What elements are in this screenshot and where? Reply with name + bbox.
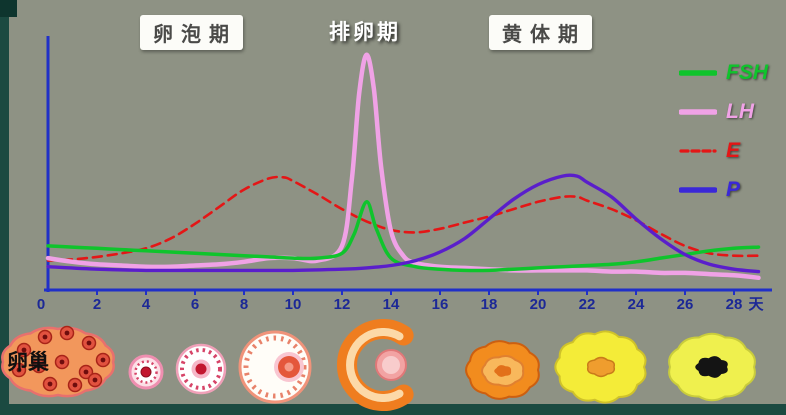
x-axis-tick-label: 8 (240, 296, 248, 312)
follicle-inner-lining (346, 328, 404, 402)
early-corpus-luteum-icon (465, 340, 540, 400)
ovary-cell-nucleus (47, 381, 53, 387)
legend-item-fsh: FSH (679, 60, 774, 86)
x-axis-tick-label: 14 (383, 296, 400, 312)
x-axis-tick-label: 26 (677, 296, 694, 312)
e-sample-line (679, 149, 717, 153)
primary-follicle-icon (175, 343, 227, 395)
p-curve (46, 173, 761, 274)
legend-label-p: P (726, 178, 741, 201)
lh-line-sample-icon (679, 106, 717, 118)
left-border-strip (0, 17, 9, 415)
ovary-cell-nucleus (83, 369, 89, 375)
ovulation-icon (336, 319, 414, 411)
oocyte (195, 363, 207, 375)
ovary-cell-nucleus (16, 367, 22, 373)
x-axis-tick-label: 20 (530, 296, 547, 312)
hormone-level-chart: 0 2 4 6 8 10 12 14 16 18 20 22 24 26 28 天 (37, 36, 772, 312)
ovary-cell-nucleus (36, 363, 42, 369)
legend-item-e: E (679, 138, 774, 164)
p-sample-line (679, 187, 717, 193)
x-axis-tick-label: 12 (334, 296, 351, 312)
released-egg-center (382, 356, 400, 374)
ovary-label: 卵巢 (7, 350, 49, 374)
x-axis-tick-label: 18 (481, 296, 498, 312)
e-curve (46, 175, 760, 262)
primordial-follicle-icon (128, 354, 164, 390)
x-axis-tick-label: 22 (579, 296, 596, 312)
ovary-cell-nucleus (100, 357, 106, 363)
legend-item-lh: LH (679, 99, 774, 125)
x-axis-tick-label: 2 (93, 296, 101, 312)
legend-label-fsh: FSH (726, 61, 768, 84)
lh-sample-line (679, 109, 717, 115)
corpus-scar-center (695, 356, 728, 378)
x-axis-unit-label: 天 (748, 296, 764, 312)
progesterone-line-sample-icon (679, 184, 717, 196)
ovary-cell-nucleus (72, 382, 78, 388)
fsh-curve (46, 200, 761, 273)
ovary-cell-nucleus (64, 330, 70, 336)
x-axis-tick-label: 24 (628, 296, 645, 312)
ovary-cells (11, 325, 111, 393)
legend-item-p: P (679, 177, 774, 203)
ovarian-cycle-illustrations: 卵巢 (1, 319, 756, 411)
legend-label-e: E (726, 139, 741, 162)
fsh-sample-line (679, 70, 717, 76)
x-axis-tick-label: 16 (432, 296, 449, 312)
x-axis-origin-label: 0 (37, 296, 45, 312)
legend-label-lh: LH (726, 100, 754, 123)
ovary-cell-nucleus (92, 377, 98, 383)
corpus-albicans-icon (668, 332, 756, 402)
legend: FSH LH E P (679, 60, 774, 203)
ovary-cell-nucleus (21, 347, 27, 353)
x-axis-tick-label: 28 (726, 296, 743, 312)
corner-decoration (0, 0, 17, 17)
ovary-cell-nucleus (86, 340, 92, 346)
phase-label-follicular: 卵泡期 (140, 15, 243, 50)
phase-label-ovulation: 排卵期 (329, 21, 401, 44)
oocyte (140, 366, 152, 378)
granulosa-ring (180, 348, 222, 390)
phase-label-luteal: 黄体期 (489, 15, 592, 50)
oocyte-nucleus (284, 362, 294, 372)
fsh-line-sample-icon (679, 67, 717, 79)
corpus-center (494, 365, 512, 377)
corpus-luteum-icon (554, 330, 647, 404)
x-axis-tick-label: 10 (285, 296, 302, 312)
ovary-cell-nucleus (42, 334, 48, 340)
ovary-cell-nucleus (59, 359, 65, 365)
x-axis-tick-label: 6 (191, 296, 199, 312)
x-axis-tick-label: 4 (142, 296, 151, 312)
estrogen-line-sample-icon (679, 145, 717, 157)
ovary-icon: 卵巢 (1, 325, 115, 398)
lh-curve (45, 52, 761, 281)
mature-follicle-icon (238, 330, 312, 404)
corpus-center (586, 356, 616, 378)
